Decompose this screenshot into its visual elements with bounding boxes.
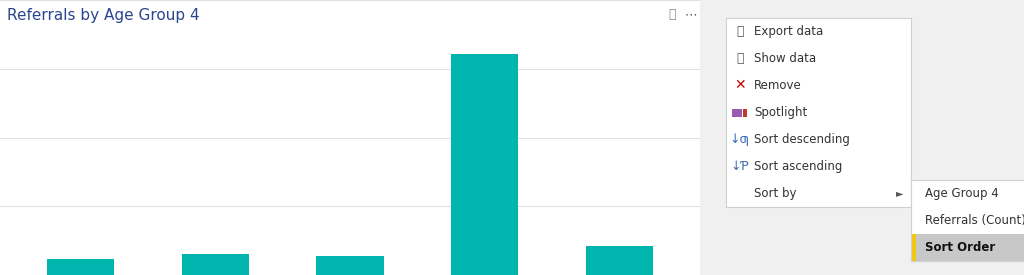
- Text: ✕: ✕: [734, 78, 745, 92]
- Text: Export data: Export data: [754, 25, 823, 38]
- Text: Sort Order: Sort Order: [925, 241, 995, 254]
- Text: 📄: 📄: [736, 25, 743, 38]
- Text: Remove: Remove: [754, 79, 802, 92]
- Text: Sort ascending: Sort ascending: [754, 160, 843, 173]
- Text: Spotlight: Spotlight: [754, 106, 807, 119]
- Bar: [316, 256, 384, 275]
- Text: Sort descending: Sort descending: [754, 133, 850, 146]
- Text: Sort by: Sort by: [754, 187, 797, 200]
- Text: Referrals by Age Group 4: Referrals by Age Group 4: [7, 8, 200, 23]
- Text: ↓ƣ: ↓ƣ: [730, 133, 750, 146]
- Bar: [911, 234, 916, 261]
- Bar: [911, 234, 1024, 261]
- Text: ►: ►: [896, 188, 903, 199]
- Text: ⧉: ⧉: [669, 8, 676, 21]
- Bar: [181, 254, 249, 275]
- FancyBboxPatch shape: [743, 109, 746, 117]
- Bar: [47, 258, 115, 275]
- Text: ⋯: ⋯: [685, 8, 697, 21]
- Text: ↓Ƥ: ↓Ƥ: [731, 160, 750, 173]
- Bar: [451, 54, 518, 275]
- Bar: [586, 246, 653, 275]
- Text: Age Group 4: Age Group 4: [925, 187, 998, 200]
- Text: 📊: 📊: [736, 52, 743, 65]
- Text: Show data: Show data: [754, 52, 816, 65]
- FancyBboxPatch shape: [732, 109, 742, 117]
- Text: Referrals (Count): Referrals (Count): [925, 214, 1024, 227]
